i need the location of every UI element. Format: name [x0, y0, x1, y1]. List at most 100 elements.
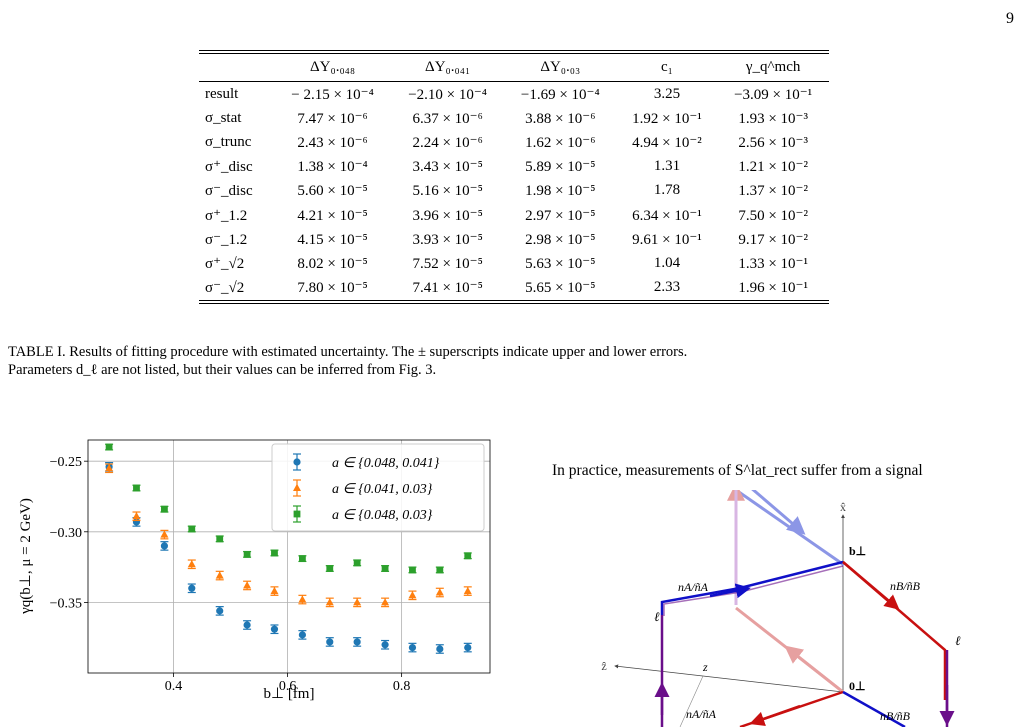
- legend-entry: a ∈ {0.048, 0.041}: [293, 453, 440, 471]
- marker-circle: [188, 584, 196, 592]
- table-cell: 2.56 × 10⁻³: [738, 134, 808, 151]
- legend-label: a ∈ {0.041, 0.03}: [332, 482, 433, 497]
- results-table: ΔY₀.₀₄₈ ΔY₀.₀₄₁ ΔY₀.₀₃ c₁ γ_q^mch result…: [199, 50, 829, 304]
- table-cell: 3.96 × 10⁻⁵: [412, 207, 483, 224]
- marker-square: [216, 535, 224, 543]
- ell-right-label: ℓ: [955, 633, 961, 648]
- table-cell: 1.37 × 10⁻²: [738, 183, 808, 200]
- marker-triangle: [132, 512, 141, 520]
- marker-triangle: [187, 560, 196, 568]
- table-cell: 4.21 × 10⁻⁵: [297, 207, 368, 224]
- marker-square: [409, 566, 416, 574]
- table-row: σ⁺_1.2 4.21 × 10⁻⁵ 3.96 × 10⁻⁵ 2.97 × 10⁻⁵ 6…: [199, 203, 829, 227]
- table-row-label: σ_trunc: [205, 133, 252, 150]
- marker-triangle: [243, 581, 252, 589]
- caption-line: TABLE I. Results of fitting procedure wi…: [8, 344, 688, 360]
- table-row-label: result: [205, 85, 239, 102]
- table-header-cell: ΔY₀.₀₃: [540, 59, 581, 75]
- data-point: [215, 570, 224, 581]
- table-row: σ_trunc 2.43 × 10⁻⁶ 2.24 × 10⁻⁶ 1.62 × 10⁻⁶…: [199, 130, 829, 154]
- ell-left-label: ℓ: [654, 609, 660, 624]
- light-red-arrow: [784, 645, 844, 694]
- blue-bottom: [842, 690, 906, 727]
- marker-circle: [464, 643, 472, 652]
- table-row-label: σ⁺_1.2: [205, 207, 248, 224]
- table-top-rule: [199, 50, 829, 54]
- table-cell: 4.94 × 10⁻²: [632, 134, 702, 151]
- table-cell: −2.10 × 10⁻⁴: [408, 86, 488, 103]
- table-bottom-rule: [199, 299, 829, 304]
- marker-circle: [270, 625, 279, 633]
- table-row-label: σ⁻_√2: [205, 280, 245, 297]
- marker-circle: [216, 607, 224, 615]
- marker-square: [105, 443, 113, 451]
- x-tick-label: 0.4: [165, 679, 183, 694]
- data-point: [270, 586, 279, 596]
- red-top-arrow: [842, 561, 900, 610]
- marker-triangle: [353, 598, 362, 606]
- table-cell: 2.24 × 10⁻⁶: [412, 134, 483, 151]
- table-cell: 3.88 × 10⁻⁶: [525, 110, 596, 127]
- data-point: [325, 597, 334, 608]
- marker-triangle: [325, 598, 334, 606]
- table-cell: −1.69 × 10⁻⁴: [520, 86, 600, 103]
- legend-entry: a ∈ {0.048, 0.03}: [293, 505, 433, 523]
- table-cell: 5.89 × 10⁻⁵: [525, 159, 596, 176]
- data-point: [243, 580, 252, 591]
- data-point: [408, 642, 417, 653]
- data-point: [463, 552, 472, 560]
- marker-square: [188, 525, 196, 533]
- table-cell: 1.38 × 10⁻⁴: [297, 159, 368, 176]
- z-tick-line: [679, 675, 704, 727]
- marker-square: [299, 555, 306, 563]
- data-point: [160, 541, 169, 551]
- data-point: [243, 550, 252, 558]
- table-caption: TABLE I. Results of fitting procedure wi…: [8, 343, 1020, 379]
- table-cell: 7.41 × 10⁻⁵: [412, 280, 483, 297]
- marker-triangle: [381, 598, 390, 606]
- blue-top-left: [660, 560, 844, 615]
- nB-top-label: nB/ñB: [890, 579, 921, 593]
- table-cell: 7.52 × 10⁻⁵: [412, 255, 483, 272]
- table-header-row: ΔY₀.₀₄₈ ΔY₀.₀₄₁ ΔY₀.₀₃ c₁ γ_q^mch: [199, 54, 829, 82]
- z-label: z: [702, 660, 708, 674]
- data-point: [325, 637, 334, 647]
- table-cell: 2.98 × 10⁻⁵: [525, 231, 596, 248]
- table-cell: 1.62 × 10⁻⁶: [525, 134, 596, 151]
- marker-square: [436, 566, 444, 574]
- z-axis-line: [614, 664, 844, 693]
- table-cell: 1.92 × 10⁻¹: [632, 110, 702, 127]
- data-point: [353, 559, 362, 567]
- marker-square: [161, 505, 168, 513]
- legend-box: [271, 443, 485, 532]
- wilson-loop-diagram: x̂ ẑ b⊥ 0⊥ z ℓ ℓ nA/ñA nB/ñB nA/ñA nB/ñB: [601, 490, 961, 727]
- marker-triangle: [408, 591, 417, 599]
- data-point: [215, 535, 224, 543]
- data-point: [215, 606, 224, 616]
- chart-y-label: γq(b⊥, μ = 2 GeV): [18, 498, 34, 615]
- table-header-cell: c₁: [660, 59, 673, 75]
- marker-square: [326, 565, 334, 572]
- data-point: [353, 637, 362, 647]
- legend-label: a ∈ {0.048, 0.041}: [332, 456, 440, 471]
- body-text: In practice, measurements of S^lat_rect …: [552, 462, 923, 479]
- marker-circle: [381, 641, 389, 649]
- data-point: [105, 463, 114, 474]
- table-cell: 9.61 × 10⁻¹: [632, 231, 702, 248]
- data-point: [408, 566, 417, 574]
- table-row-label: σ⁻_disc: [205, 183, 253, 200]
- legend-marker: [293, 483, 301, 491]
- table-row-label: σ⁻_1.2: [205, 231, 248, 248]
- table-cell: 2.43 × 10⁻⁶: [297, 134, 368, 151]
- data-point: [187, 525, 196, 533]
- data-point: [298, 630, 307, 640]
- table-cell: 2.97 × 10⁻⁵: [525, 207, 596, 224]
- data-point: [187, 559, 196, 570]
- chart-x-label: b⊥ [fm]: [264, 686, 315, 702]
- marker-triangle: [215, 571, 224, 579]
- marker-circle: [298, 631, 306, 639]
- legend-label: a ∈ {0.048, 0.03}: [332, 508, 433, 523]
- data-point: [132, 511, 141, 522]
- table-cell: 1.98 × 10⁻⁵: [525, 183, 596, 200]
- marker-square: [243, 550, 251, 558]
